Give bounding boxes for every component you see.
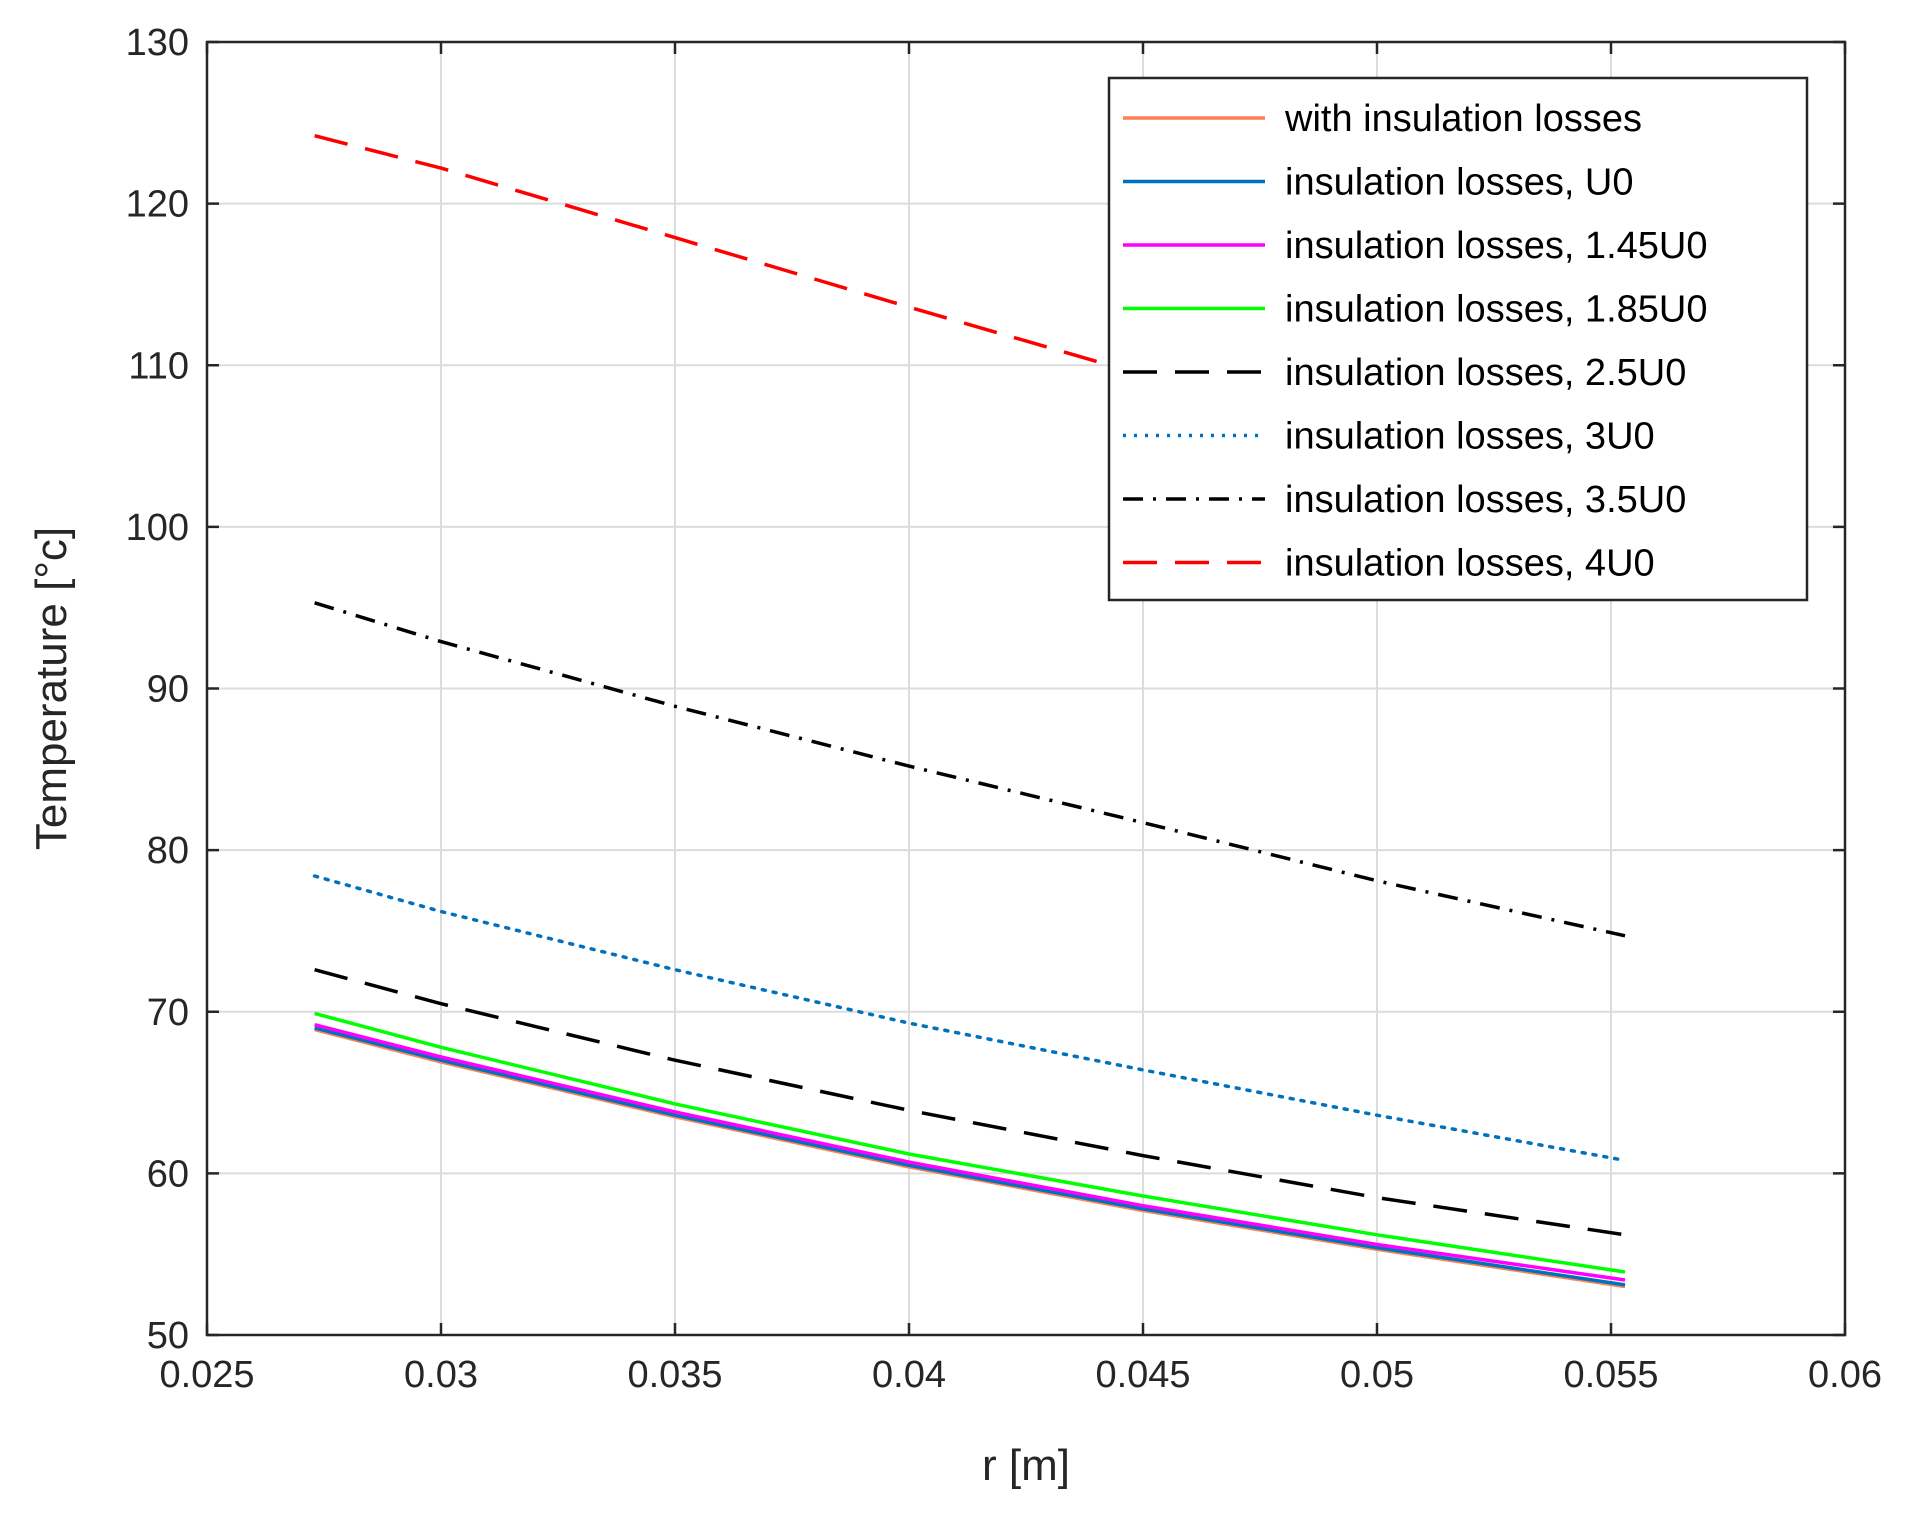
x-tick-label: 0.06 — [1808, 1354, 1882, 1396]
series-line-5 — [314, 968, 1626, 1237]
series-line-8 — [314, 134, 1144, 377]
x-tick-label: 0.04 — [872, 1354, 946, 1396]
x-axis-title: r [m] — [982, 1441, 1070, 1490]
y-tick-label: 80 — [147, 830, 189, 872]
legend-label-7: insulation losses, 3.5U0 — [1285, 479, 1686, 521]
series-lines — [312, 134, 1627, 1289]
legend-label-2: insulation losses, U0 — [1285, 162, 1634, 204]
series-line-2 — [314, 1026, 1626, 1287]
x-tick-labels: 0.025 0.03 0.035 0.04 0.045 0.05 0.055 0.06 — [159, 1354, 1882, 1396]
legend-label-5: insulation losses, 2.5U0 — [1285, 352, 1686, 394]
x-tick-label: 0.05 — [1340, 1354, 1414, 1396]
series-line-3 — [314, 1023, 1626, 1282]
series-line-4 — [314, 1011, 1626, 1274]
x-tick-label: 0.035 — [627, 1354, 722, 1396]
y-tick-label: 100 — [126, 507, 189, 549]
legend-label-4: insulation losses, 1.85U0 — [1285, 289, 1707, 331]
y-tick-label: 90 — [147, 669, 189, 711]
legend-box — [1107, 76, 1809, 602]
legend-label-8: insulation losses, 4U0 — [1285, 543, 1655, 585]
y-tick-label: 50 — [147, 1315, 189, 1357]
y-tick-label: 130 — [126, 22, 189, 64]
y-tick-label: 60 — [147, 1153, 189, 1195]
x-tick-label: 0.025 — [159, 1354, 254, 1396]
y-tick-label: 70 — [147, 992, 189, 1034]
axis-ticks — [205, 40, 1847, 1337]
y-tick-labels: 50 60 70 80 90 100 110 120 130 — [126, 22, 189, 1357]
legend: with insulation losses insulation losses,… — [1107, 76, 1809, 602]
legend-label-6: insulation losses, 3U0 — [1285, 416, 1655, 458]
series-line-7 — [314, 601, 1626, 938]
legend-label-1: with insulation losses — [1284, 98, 1642, 140]
x-tick-label: 0.045 — [1095, 1354, 1190, 1396]
legend-label-3: insulation losses, 1.45U0 — [1285, 225, 1707, 267]
y-axis-title: Temperature [°c] — [27, 527, 76, 850]
series-line-6 — [312, 874, 1627, 1163]
x-tick-label: 0.055 — [1563, 1354, 1658, 1396]
y-tick-label: 120 — [126, 184, 189, 226]
y-tick-label: 110 — [128, 345, 189, 387]
x-tick-label: 0.03 — [404, 1354, 478, 1396]
